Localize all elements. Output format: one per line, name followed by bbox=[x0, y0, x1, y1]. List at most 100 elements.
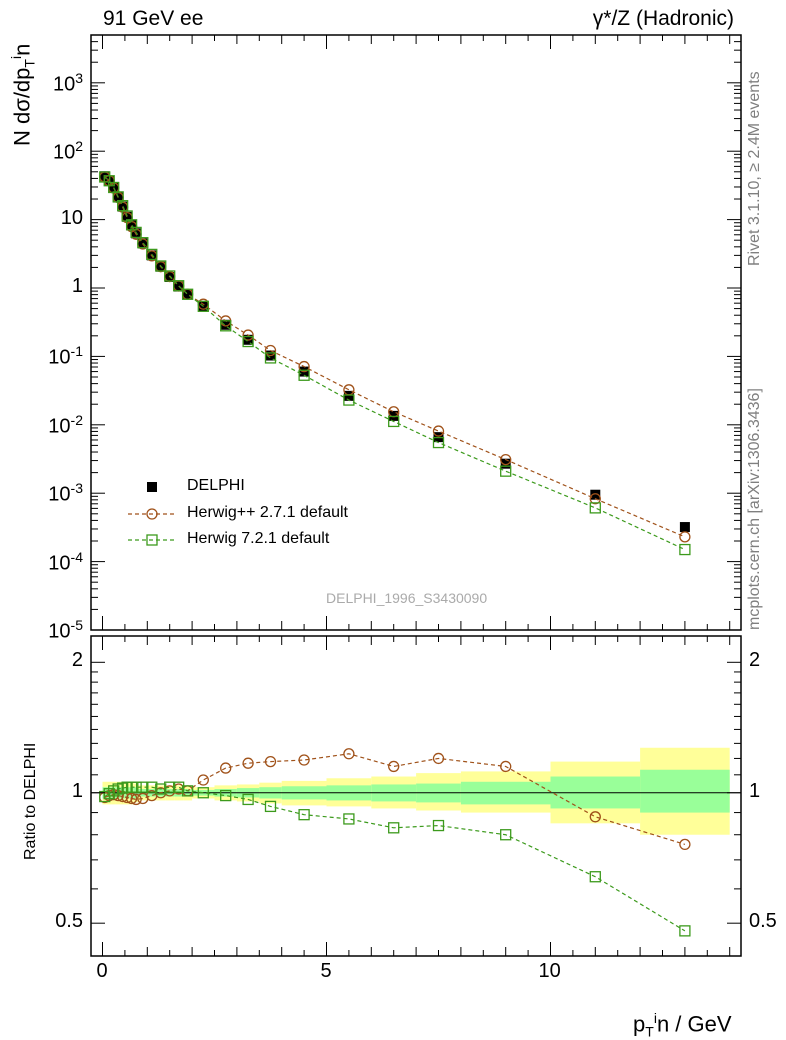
main-ytick-label: 10-3 bbox=[48, 480, 83, 507]
main-point-s0-15 bbox=[220, 319, 231, 330]
main-point-s2-9 bbox=[146, 248, 158, 261]
main-point-s2-12 bbox=[173, 280, 185, 292]
legend-marker-1 bbox=[146, 508, 158, 520]
main-ytick-label-base: 10 bbox=[48, 347, 71, 370]
main-point-s2-17 bbox=[264, 352, 277, 364]
ratio-point-s1-23 bbox=[589, 871, 601, 883]
ratio-point-s1-16 bbox=[242, 793, 254, 806]
ratio-point-s1-7 bbox=[130, 781, 142, 793]
main-ytick-label-exp: -1 bbox=[70, 343, 83, 360]
main-ytick-label: 103 bbox=[53, 70, 83, 97]
ratio-ytick-label-left: 0.5 bbox=[55, 910, 83, 933]
main-point-s0-5 bbox=[122, 211, 133, 222]
main-point-s0-19 bbox=[343, 390, 354, 401]
ratio-point-s0-15 bbox=[220, 762, 232, 774]
legend-label-1: Herwig++ 2.7.1 default bbox=[187, 504, 348, 521]
main-point-s2-8 bbox=[137, 237, 149, 249]
main-point-s2-15 bbox=[220, 320, 232, 332]
legend-label-2: Herwig 7.2.1 default bbox=[187, 530, 330, 547]
header-right-label: γ*/Z (Hadronic) bbox=[592, 7, 734, 30]
ratio-point-s0-20 bbox=[388, 760, 400, 773]
main-point-s0-24 bbox=[679, 522, 690, 533]
legend-marker-0 bbox=[147, 482, 157, 492]
main-ytick-label-base: 10 bbox=[48, 620, 71, 643]
ratio-point-s1-17 bbox=[264, 800, 277, 813]
uncertainty-bands bbox=[102, 747, 730, 835]
main-point-s2-19 bbox=[343, 394, 355, 406]
main-y-axis-label-tail: n bbox=[9, 43, 35, 56]
main-point-s2-23 bbox=[589, 502, 601, 514]
header-left-label: 91 GeV ee bbox=[103, 7, 204, 30]
main-ytick-label: 10-5 bbox=[48, 617, 83, 644]
ratio-point-s0-18 bbox=[298, 754, 310, 766]
ratio-point-s0-23 bbox=[589, 811, 601, 823]
main-ytick-label: 1 bbox=[71, 275, 83, 297]
ratio-point-s1-18 bbox=[298, 809, 310, 821]
main-point-s2-13 bbox=[181, 288, 194, 300]
main-ytick-label-exp: 3 bbox=[75, 69, 83, 86]
main-y-axis-label-text: N dσ/dp bbox=[9, 67, 35, 146]
ratio-ytick-label-right: 1 bbox=[749, 779, 761, 802]
ratio-point-s1-13 bbox=[181, 785, 194, 797]
ratio-point-s0-22 bbox=[500, 760, 512, 773]
ratio-ytick-label-left: 1 bbox=[71, 779, 83, 802]
main-point-s2-18 bbox=[298, 369, 310, 381]
main-point-s1-24 bbox=[679, 531, 691, 543]
xtick-label: 10 bbox=[538, 960, 561, 982]
rivet-version-text: Rivet 3.1.10, ≥ 2.4M events bbox=[746, 71, 763, 266]
ratio-point-s0-14 bbox=[197, 774, 209, 786]
main-point-s0-13 bbox=[182, 289, 193, 300]
main-point-s1-21 bbox=[432, 425, 445, 437]
x-axis-label: pTin / GeV bbox=[633, 1010, 732, 1040]
ratio-point-s1-24 bbox=[679, 925, 691, 937]
main-point-s1-18 bbox=[298, 360, 310, 373]
main-ytick-label-exp: -3 bbox=[70, 480, 83, 497]
axis-ticks bbox=[91, 34, 741, 956]
band-inner-24 bbox=[640, 769, 730, 813]
ratio-point-s1-12 bbox=[173, 781, 185, 793]
main-ytick-label: 10-4 bbox=[48, 549, 83, 576]
ratio-point-s1-9 bbox=[146, 781, 158, 793]
main-ytick-label-base: 10 bbox=[52, 141, 76, 164]
main-ytick-label-exp: 2 bbox=[75, 138, 83, 155]
main-series-line-2 bbox=[104, 176, 686, 551]
main-ytick-label: 10 bbox=[60, 206, 83, 229]
ratio-y-axis-label: Ratio to DELPHI bbox=[22, 742, 39, 860]
x-axis-label-sup: i bbox=[653, 1010, 657, 1026]
ratio-point-s0-17 bbox=[264, 755, 277, 768]
main-ytick-label-exp: -2 bbox=[70, 411, 83, 428]
main-ytick-label: 102 bbox=[53, 138, 83, 165]
ratio-series-line-1 bbox=[104, 786, 686, 932]
ratio-point-s0-19 bbox=[343, 748, 355, 760]
main-point-s0-22 bbox=[500, 458, 511, 469]
main-y-axis-label-sup: i bbox=[8, 55, 24, 60]
main-point-s2-24 bbox=[679, 543, 691, 556]
ratio-point-s0-16 bbox=[242, 757, 254, 769]
main-ytick-label-exp: -4 bbox=[70, 548, 83, 565]
main-ytick-label-base: 10 bbox=[52, 73, 76, 96]
ratio-point-s1-10 bbox=[155, 783, 167, 795]
main-point-s1-23 bbox=[589, 493, 601, 505]
main-point-s1-22 bbox=[500, 453, 512, 466]
main-point-s2-22 bbox=[500, 465, 512, 477]
ratio-point-s1-14 bbox=[197, 787, 209, 799]
ratio-point-s0-21 bbox=[432, 752, 445, 765]
main-ytick-label-base: 10 bbox=[48, 483, 71, 506]
main-ytick-label: 10-1 bbox=[48, 343, 83, 370]
xtick-label: 5 bbox=[320, 960, 332, 982]
main-ytick-label-exp: -5 bbox=[70, 617, 83, 633]
main-point-s1-16 bbox=[242, 329, 254, 341]
legend-marker-2 bbox=[146, 534, 158, 546]
ratio-ytick-label-left: 2 bbox=[71, 649, 83, 672]
ratio-point-s0-24 bbox=[679, 838, 691, 851]
ratio-point-s1-15 bbox=[220, 789, 232, 802]
analysis-watermark: DELPHI_1996_S3430090 bbox=[326, 590, 488, 606]
main-point-s0-23 bbox=[590, 489, 601, 500]
main-ytick-label: 10-2 bbox=[48, 412, 83, 439]
x-axis-label-sub: T bbox=[645, 1023, 654, 1040]
ratio-point-s1-20 bbox=[388, 822, 400, 834]
main-point-s2-21 bbox=[432, 436, 445, 449]
series-layer bbox=[99, 171, 691, 937]
main-point-s2-11 bbox=[164, 270, 176, 282]
ratio-ytick-label-right: 2 bbox=[749, 649, 761, 672]
